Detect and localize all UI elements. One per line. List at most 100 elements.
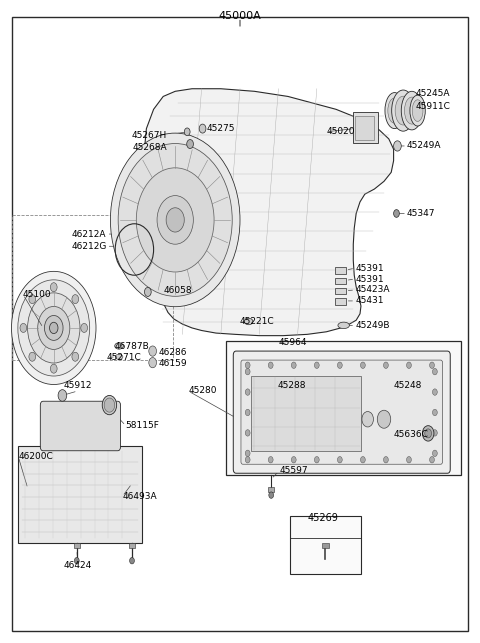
Circle shape [394,141,401,151]
Circle shape [407,362,411,368]
FancyBboxPatch shape [233,351,450,473]
Circle shape [269,492,274,498]
Bar [335,288,346,294]
Text: 45280: 45280 [188,386,216,395]
Text: 45020: 45020 [326,127,355,136]
Circle shape [430,457,434,463]
Text: 45431: 45431 [355,296,384,305]
Text: 45964: 45964 [278,338,307,347]
Circle shape [268,362,273,368]
Text: 46787B: 46787B [114,342,149,351]
Circle shape [27,293,80,363]
Ellipse shape [388,98,401,123]
Circle shape [50,364,57,373]
Text: 45221C: 45221C [240,317,275,326]
Circle shape [118,143,232,296]
Circle shape [394,210,399,217]
Text: 45271C: 45271C [107,353,141,362]
Circle shape [432,430,437,436]
Ellipse shape [102,395,117,415]
Bar [251,376,361,451]
Text: 45391: 45391 [355,264,384,273]
Circle shape [166,208,184,232]
Bar [226,341,461,475]
Bar [355,116,374,140]
Ellipse shape [410,95,425,126]
Ellipse shape [338,322,349,329]
Circle shape [430,362,434,368]
Text: 45912: 45912 [63,381,92,390]
Circle shape [291,362,296,368]
Ellipse shape [244,318,253,325]
Circle shape [432,450,437,457]
Ellipse shape [401,91,422,130]
Text: 45267H: 45267H [132,131,167,140]
Circle shape [45,316,63,340]
Bar [322,543,329,548]
Text: 46058: 46058 [163,286,192,295]
Circle shape [407,457,411,463]
Bar [353,112,378,143]
Circle shape [72,294,79,303]
Text: 45248: 45248 [394,381,422,390]
Circle shape [432,389,437,395]
Circle shape [38,307,70,349]
Text: 58115F: 58115F [126,421,160,430]
Text: 45269: 45269 [307,512,338,523]
Polygon shape [144,89,394,336]
Circle shape [144,287,151,296]
Bar [335,298,346,305]
Circle shape [81,323,87,332]
Circle shape [187,140,193,149]
Ellipse shape [412,100,423,122]
Circle shape [157,195,193,244]
Text: 45000A: 45000A [218,10,262,21]
Text: 45391: 45391 [355,275,384,284]
Bar [290,516,361,574]
Circle shape [110,133,240,307]
Bar [74,543,80,548]
Ellipse shape [392,90,415,131]
Circle shape [245,430,250,436]
Text: 45636C: 45636C [394,430,429,439]
Circle shape [360,457,365,463]
Circle shape [149,346,156,356]
Bar [129,543,135,548]
Text: 45423A: 45423A [355,285,390,294]
Bar [335,267,346,274]
Circle shape [245,410,250,416]
Bar [12,215,173,360]
Bar [268,487,274,492]
Ellipse shape [115,343,123,349]
Circle shape [314,362,319,368]
Text: 46200C: 46200C [18,452,53,461]
Text: 45249A: 45249A [407,141,442,150]
Circle shape [268,457,273,463]
Circle shape [29,294,36,303]
Circle shape [74,557,79,564]
Circle shape [384,362,388,368]
Text: 45288: 45288 [277,381,306,390]
Text: 45911C: 45911C [415,102,450,111]
Circle shape [136,168,214,272]
Text: 46159: 46159 [158,359,187,368]
Circle shape [384,457,388,463]
Bar [335,278,346,284]
Ellipse shape [385,93,404,129]
Circle shape [314,457,319,463]
FancyBboxPatch shape [40,401,120,451]
Circle shape [432,368,437,375]
Circle shape [130,557,134,564]
Ellipse shape [395,96,411,125]
Text: 46493A: 46493A [122,492,157,501]
Circle shape [72,352,79,361]
Circle shape [245,362,250,368]
Ellipse shape [405,97,419,124]
Circle shape [245,450,250,457]
Ellipse shape [115,354,123,359]
Circle shape [360,362,365,368]
Circle shape [149,358,156,368]
Circle shape [184,128,190,136]
Circle shape [49,322,58,334]
Circle shape [12,271,96,385]
